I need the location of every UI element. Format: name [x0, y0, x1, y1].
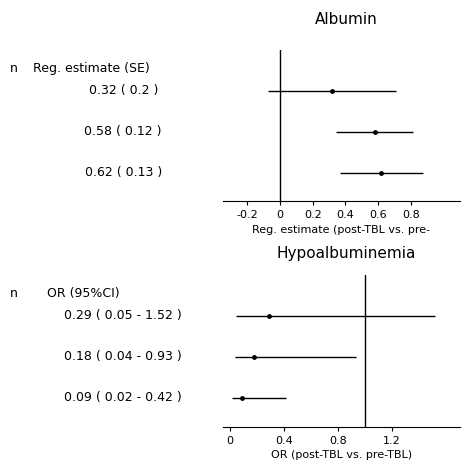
- Text: 0.18 ( 0.04 - 0.93 ): 0.18 ( 0.04 - 0.93 ): [64, 350, 182, 364]
- Text: 0.09 ( 0.02 - 0.42 ): 0.09 ( 0.02 - 0.42 ): [64, 392, 182, 404]
- Text: 0.58 ( 0.12 ): 0.58 ( 0.12 ): [84, 125, 162, 138]
- Text: Reg. estimate (SE): Reg. estimate (SE): [33, 62, 150, 75]
- Text: OR (95%CI): OR (95%CI): [47, 287, 120, 300]
- X-axis label: Reg. estimate (post-TBL vs. pre-: Reg. estimate (post-TBL vs. pre-: [252, 225, 430, 235]
- Text: Hypoalbuminemia: Hypoalbuminemia: [276, 246, 416, 261]
- Text: n: n: [9, 287, 18, 300]
- Text: 0.29 ( 0.05 - 1.52 ): 0.29 ( 0.05 - 1.52 ): [64, 310, 182, 322]
- X-axis label: OR (post-TBL vs. pre-TBL): OR (post-TBL vs. pre-TBL): [271, 450, 412, 460]
- Text: Albumin: Albumin: [315, 12, 377, 27]
- Text: n: n: [9, 62, 18, 75]
- Text: 0.32 ( 0.2 ): 0.32 ( 0.2 ): [89, 84, 158, 97]
- Text: 0.62 ( 0.13 ): 0.62 ( 0.13 ): [85, 166, 162, 179]
